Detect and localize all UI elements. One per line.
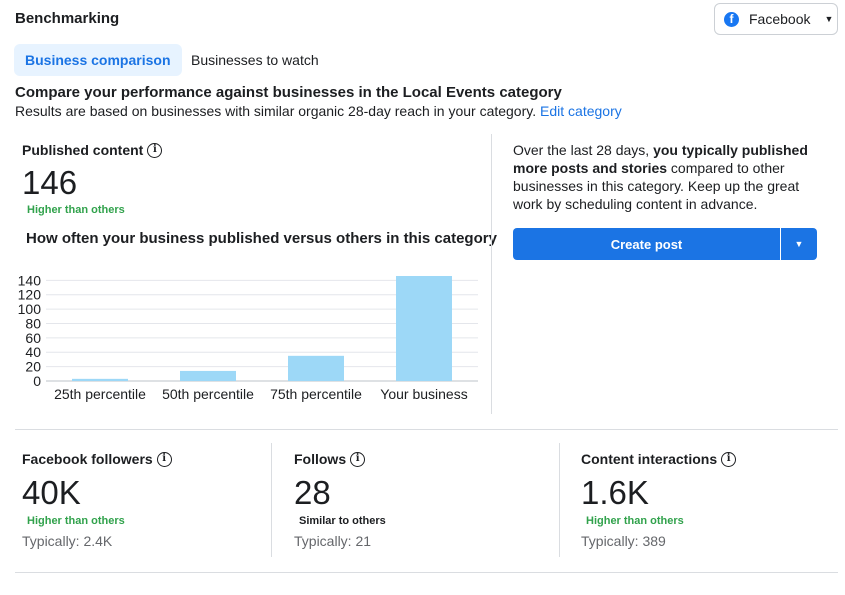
chart-x-ticks: 25th percentile 50th percentile 75th perce… xyxy=(54,386,468,402)
stat-label: Content interactions i xyxy=(581,451,821,467)
bar-your-business[interactable] xyxy=(396,276,452,381)
chart-title: How often your business published versus… xyxy=(26,230,497,247)
stat-typical: Typically: 21 xyxy=(294,533,372,549)
bottom-divider xyxy=(15,572,838,573)
x-tick-label: 50th percentile xyxy=(162,386,254,402)
insight-highlight: you typically published more posts and s… xyxy=(513,142,808,176)
y-tick-label: 100 xyxy=(18,301,42,317)
stat-card-followers: Facebook followers i 40K Higher than oth… xyxy=(22,451,262,549)
stat-badge: Higher than others xyxy=(27,515,125,527)
y-tick-label: 60 xyxy=(25,330,41,346)
info-icon[interactable]: i xyxy=(350,451,366,467)
x-tick-label: 25th percentile xyxy=(54,386,146,402)
y-tick-label: 40 xyxy=(25,344,41,360)
stat-label-text: Content interactions xyxy=(581,451,718,467)
published-content-value: 146 xyxy=(22,164,78,201)
chart-bars xyxy=(72,276,452,381)
stat-divider xyxy=(559,443,560,557)
info-icon[interactable]: i xyxy=(147,142,163,158)
stat-value: 28 xyxy=(294,474,331,511)
caret-down-icon: ▼ xyxy=(794,239,804,249)
facebook-icon: f xyxy=(724,11,739,27)
stat-value: 1.6K xyxy=(581,474,649,511)
stat-badge: Higher than others xyxy=(586,515,684,527)
stat-typical: Typically: 2.4K xyxy=(22,533,113,549)
published-content-label-text: Published content xyxy=(22,142,144,158)
create-post-button[interactable]: Create post xyxy=(513,228,780,260)
stat-label-text: Facebook followers xyxy=(22,451,153,467)
stat-card-follows: Follows i 28 Similar to others Typically… xyxy=(294,451,534,549)
published-content-label: Published content i xyxy=(22,142,163,158)
stat-divider xyxy=(271,443,272,557)
page-title: Benchmarking xyxy=(15,10,120,27)
y-tick-label: 20 xyxy=(25,359,41,375)
caret-down-icon: ▼ xyxy=(824,14,834,24)
platform-dropdown[interactable]: f Facebook ▼ xyxy=(714,3,838,35)
subheading-text: Results are based on businesses with sim… xyxy=(15,103,537,119)
y-tick-label: 80 xyxy=(25,315,41,331)
horizontal-divider xyxy=(15,429,838,430)
edit-category-link[interactable]: Edit category xyxy=(540,103,622,119)
stat-label: Facebook followers i xyxy=(22,451,262,467)
tab-business-comparison[interactable]: Business comparison xyxy=(14,44,182,76)
bar-75th-percentile[interactable] xyxy=(288,355,344,381)
section-subheading: Results are based on businesses with sim… xyxy=(15,103,622,119)
published-content-badge: Higher than others xyxy=(27,204,125,216)
stat-value: 40K xyxy=(22,474,81,511)
create-post-dropdown[interactable]: ▼ xyxy=(781,228,817,260)
bar-25th-percentile[interactable] xyxy=(72,378,128,381)
tab-businesses-to-watch[interactable]: Businesses to watch xyxy=(191,52,319,68)
bar-50th-percentile[interactable] xyxy=(180,370,236,381)
y-tick-label: 140 xyxy=(18,272,42,288)
y-tick-label: 0 xyxy=(33,373,41,389)
section-divider xyxy=(491,134,492,414)
stat-typical: Typically: 389 xyxy=(581,533,666,549)
insight-text: Over the last 28 days, you typically pub… xyxy=(513,141,823,213)
stat-badge: Similar to others xyxy=(299,515,386,527)
stat-label: Follows i xyxy=(294,451,534,467)
platform-dropdown-label: Facebook xyxy=(749,11,811,27)
stat-label-text: Follows xyxy=(294,451,347,467)
insight-prefix: Over the last 28 days, xyxy=(513,142,654,158)
insight-suffix: compared to other businesses in this cat… xyxy=(513,160,800,212)
info-icon[interactable]: i xyxy=(156,451,172,467)
y-tick-label: 120 xyxy=(18,287,42,303)
info-icon[interactable]: i xyxy=(721,451,737,467)
chart-gridlines xyxy=(46,279,478,382)
stat-card-interactions: Content interactions i 1.6K Higher than … xyxy=(581,451,821,549)
x-tick-label: Your business xyxy=(380,386,467,402)
section-heading: Compare your performance against busines… xyxy=(15,84,562,101)
x-tick-label: 75th percentile xyxy=(270,386,362,402)
